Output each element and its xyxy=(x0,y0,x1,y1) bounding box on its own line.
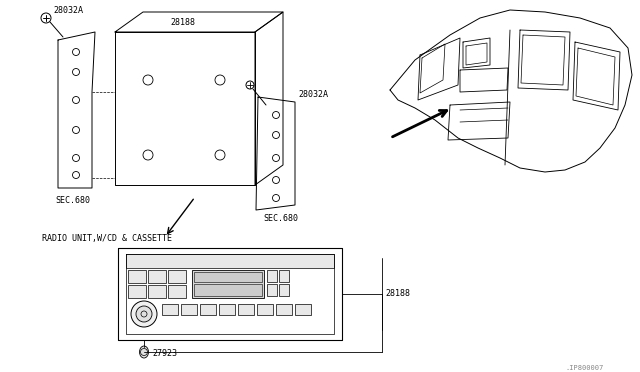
Text: 28032A: 28032A xyxy=(53,6,83,15)
Bar xyxy=(194,272,262,282)
Bar xyxy=(267,270,277,282)
Bar xyxy=(162,304,178,315)
Bar xyxy=(219,304,235,315)
Text: SEC.680: SEC.680 xyxy=(55,196,90,205)
Text: SEC.680: SEC.680 xyxy=(263,214,298,222)
Bar xyxy=(168,285,186,298)
Bar xyxy=(128,270,146,283)
Bar xyxy=(267,284,277,296)
Bar xyxy=(148,285,166,298)
Ellipse shape xyxy=(140,346,148,358)
Bar xyxy=(181,304,197,315)
Circle shape xyxy=(136,306,152,322)
Text: 28188: 28188 xyxy=(385,289,410,298)
Bar xyxy=(200,304,216,315)
Circle shape xyxy=(131,301,157,327)
Text: 28032A: 28032A xyxy=(298,90,328,99)
Bar xyxy=(128,285,146,298)
Bar xyxy=(295,304,311,315)
Bar xyxy=(194,284,262,296)
Bar xyxy=(238,304,254,315)
Bar xyxy=(276,304,292,315)
Bar xyxy=(257,304,273,315)
Text: 27923: 27923 xyxy=(152,350,177,359)
Bar xyxy=(126,254,334,268)
Bar xyxy=(168,270,186,283)
Bar xyxy=(148,270,166,283)
Text: RADIO UNIT,W/CD & CASSETTE: RADIO UNIT,W/CD & CASSETTE xyxy=(42,234,172,243)
Text: 28188: 28188 xyxy=(170,17,195,26)
Text: .IP800007: .IP800007 xyxy=(565,365,604,371)
Bar xyxy=(279,270,289,282)
Bar xyxy=(279,284,289,296)
Bar xyxy=(192,270,264,298)
